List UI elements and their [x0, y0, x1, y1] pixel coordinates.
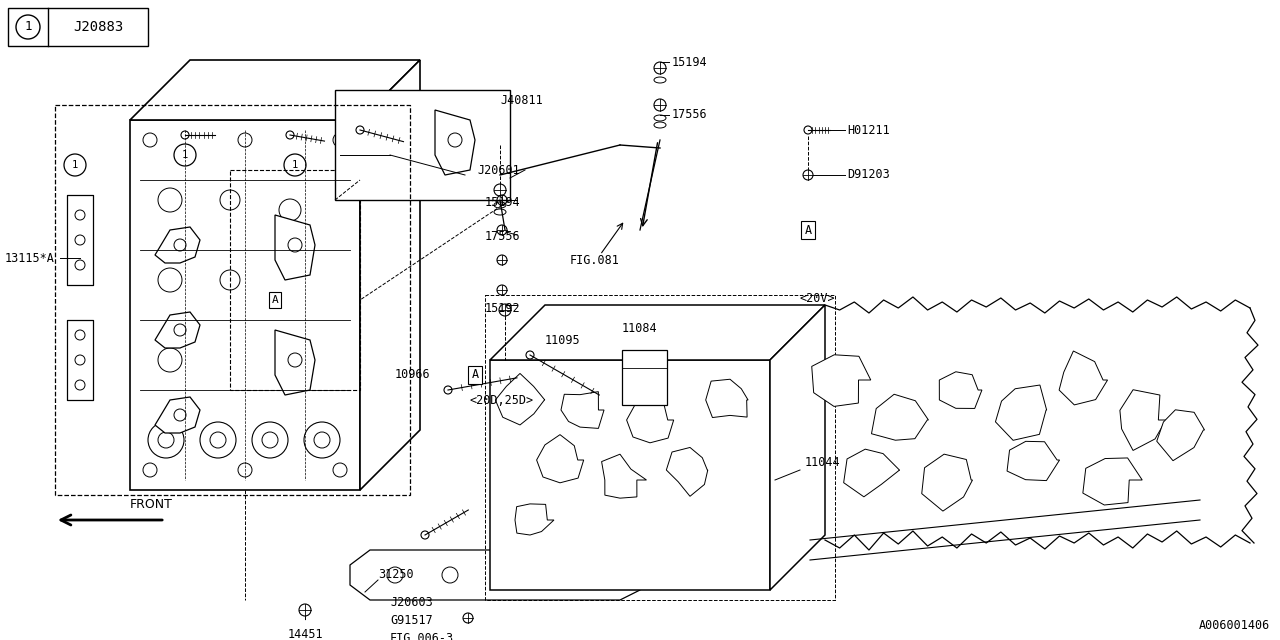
Text: <20V>: <20V>	[800, 291, 836, 305]
Polygon shape	[1120, 390, 1166, 451]
Text: 17556: 17556	[484, 230, 520, 243]
Polygon shape	[771, 305, 826, 590]
Text: 31250: 31250	[378, 568, 413, 582]
Text: 11095: 11095	[545, 333, 581, 346]
Polygon shape	[812, 355, 870, 406]
Text: H01211: H01211	[847, 124, 890, 136]
Polygon shape	[275, 215, 315, 280]
Polygon shape	[490, 305, 826, 360]
Text: 1: 1	[24, 20, 32, 33]
Text: <20D,25D>: <20D,25D>	[470, 394, 534, 406]
Text: D91203: D91203	[847, 168, 890, 182]
Polygon shape	[155, 397, 200, 433]
Text: FIG.006-3: FIG.006-3	[390, 632, 454, 640]
Text: 1: 1	[292, 160, 298, 170]
Text: 13115*A: 13115*A	[5, 252, 55, 264]
Polygon shape	[360, 60, 420, 490]
Text: G91517: G91517	[390, 614, 433, 627]
Polygon shape	[536, 435, 584, 483]
Polygon shape	[940, 372, 982, 408]
Ellipse shape	[654, 77, 666, 83]
Text: 15194: 15194	[484, 195, 520, 209]
Bar	[230, 170, 360, 390]
Polygon shape	[275, 330, 315, 395]
Text: FIG.081: FIG.081	[570, 253, 620, 266]
Text: 1: 1	[72, 160, 78, 170]
Bar	[67, 195, 93, 285]
Bar	[622, 350, 667, 405]
Text: 15192: 15192	[484, 301, 520, 314]
Polygon shape	[435, 110, 475, 175]
Polygon shape	[667, 447, 708, 496]
Bar	[335, 90, 509, 200]
Text: A006001406: A006001406	[1199, 619, 1270, 632]
Polygon shape	[872, 394, 928, 440]
Text: J40811: J40811	[500, 93, 543, 106]
Polygon shape	[1059, 351, 1107, 405]
Text: 11084: 11084	[622, 321, 658, 335]
Bar	[485, 295, 835, 600]
Text: 11044: 11044	[805, 456, 841, 468]
Text: 1: 1	[182, 150, 188, 160]
Text: A: A	[804, 223, 812, 237]
Text: 15194: 15194	[672, 56, 708, 68]
Polygon shape	[515, 504, 554, 535]
Polygon shape	[495, 374, 545, 425]
Bar	[490, 360, 771, 590]
Text: A: A	[271, 295, 278, 305]
Ellipse shape	[654, 115, 666, 121]
Polygon shape	[705, 380, 748, 417]
Polygon shape	[627, 395, 673, 443]
Ellipse shape	[494, 209, 506, 215]
Ellipse shape	[654, 122, 666, 128]
Text: 10966: 10966	[394, 369, 430, 381]
Text: J20603: J20603	[390, 595, 433, 609]
Text: 17556: 17556	[672, 109, 708, 122]
Polygon shape	[155, 312, 200, 348]
Polygon shape	[602, 454, 646, 498]
Text: J20601: J20601	[477, 163, 520, 177]
Polygon shape	[1157, 410, 1204, 461]
Polygon shape	[1007, 442, 1060, 481]
Bar	[131, 120, 360, 490]
Polygon shape	[922, 454, 973, 511]
Polygon shape	[561, 392, 604, 428]
Polygon shape	[996, 385, 1047, 440]
Text: 14451: 14451	[287, 628, 323, 640]
Polygon shape	[155, 227, 200, 263]
Polygon shape	[131, 60, 420, 120]
Polygon shape	[1083, 458, 1142, 505]
Text: A: A	[471, 369, 479, 381]
Bar	[8, 8, 148, 46]
Bar	[55, 105, 410, 495]
Text: FRONT: FRONT	[131, 499, 173, 511]
Text: J20883: J20883	[73, 20, 123, 34]
Ellipse shape	[494, 202, 506, 208]
Polygon shape	[844, 449, 900, 497]
Polygon shape	[349, 550, 640, 600]
Bar	[67, 320, 93, 400]
